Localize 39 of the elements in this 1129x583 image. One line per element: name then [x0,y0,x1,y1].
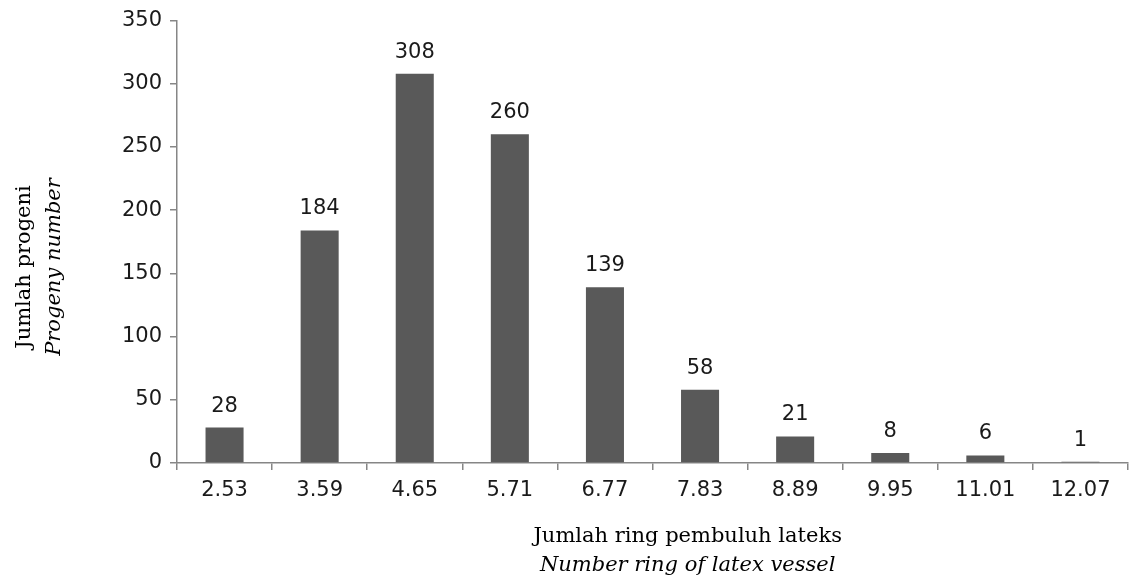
bar [205,427,244,463]
bar [585,287,624,463]
data-label: 8 [883,417,897,442]
data-label: 260 [489,99,530,124]
y-tick-label: 50 [135,386,162,411]
x-tick-label: 2.53 [201,477,248,502]
x-tick-label: 4.65 [391,477,439,502]
bar [776,436,815,463]
bar [966,455,1005,463]
bar [395,73,434,463]
data-label: 28 [211,392,238,417]
x-tick-label: 8.89 [771,477,819,502]
data-label: 1 [1073,426,1088,451]
data-label: 139 [584,252,625,277]
bar [681,389,720,463]
x-tick-label: 7.83 [676,477,724,502]
x-tick-label: 12.07 [1050,477,1111,502]
data-label: 308 [394,38,435,63]
data-label: 184 [299,195,340,220]
y-tick-label: 250 [121,133,162,158]
y-axis-title: Jumlah progeni Progeny number [11,176,66,357]
bar [490,134,529,463]
x-tick-label: 6.77 [581,477,629,502]
y-tick-label: 150 [121,259,162,284]
bar [300,230,339,463]
y-tick-label: 100 [121,323,162,348]
y-tick-label: 0 [148,449,162,474]
bar [871,452,910,463]
x-tick-label: 5.71 [486,477,534,502]
y-tick-label: 350 [121,7,162,32]
y-tick-label: 300 [121,70,162,95]
x-tick-label: 9.95 [866,477,914,502]
y-tick-label: 200 [121,196,162,221]
data-label: 21 [781,401,809,426]
data-label: 6 [978,420,993,445]
x-tick-label: 11.01 [955,477,1016,502]
x-axis-title: Jumlah ring pembuluh lateks Number ring of latex vessel [531,523,842,577]
x-tick-label: 3.59 [296,477,344,502]
data-label: 58 [686,354,714,379]
